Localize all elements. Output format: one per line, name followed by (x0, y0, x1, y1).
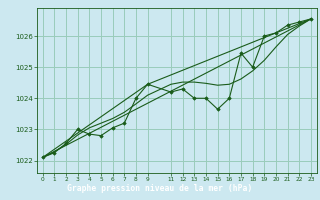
Text: Graphe pression niveau de la mer (hPa): Graphe pression niveau de la mer (hPa) (68, 184, 252, 193)
